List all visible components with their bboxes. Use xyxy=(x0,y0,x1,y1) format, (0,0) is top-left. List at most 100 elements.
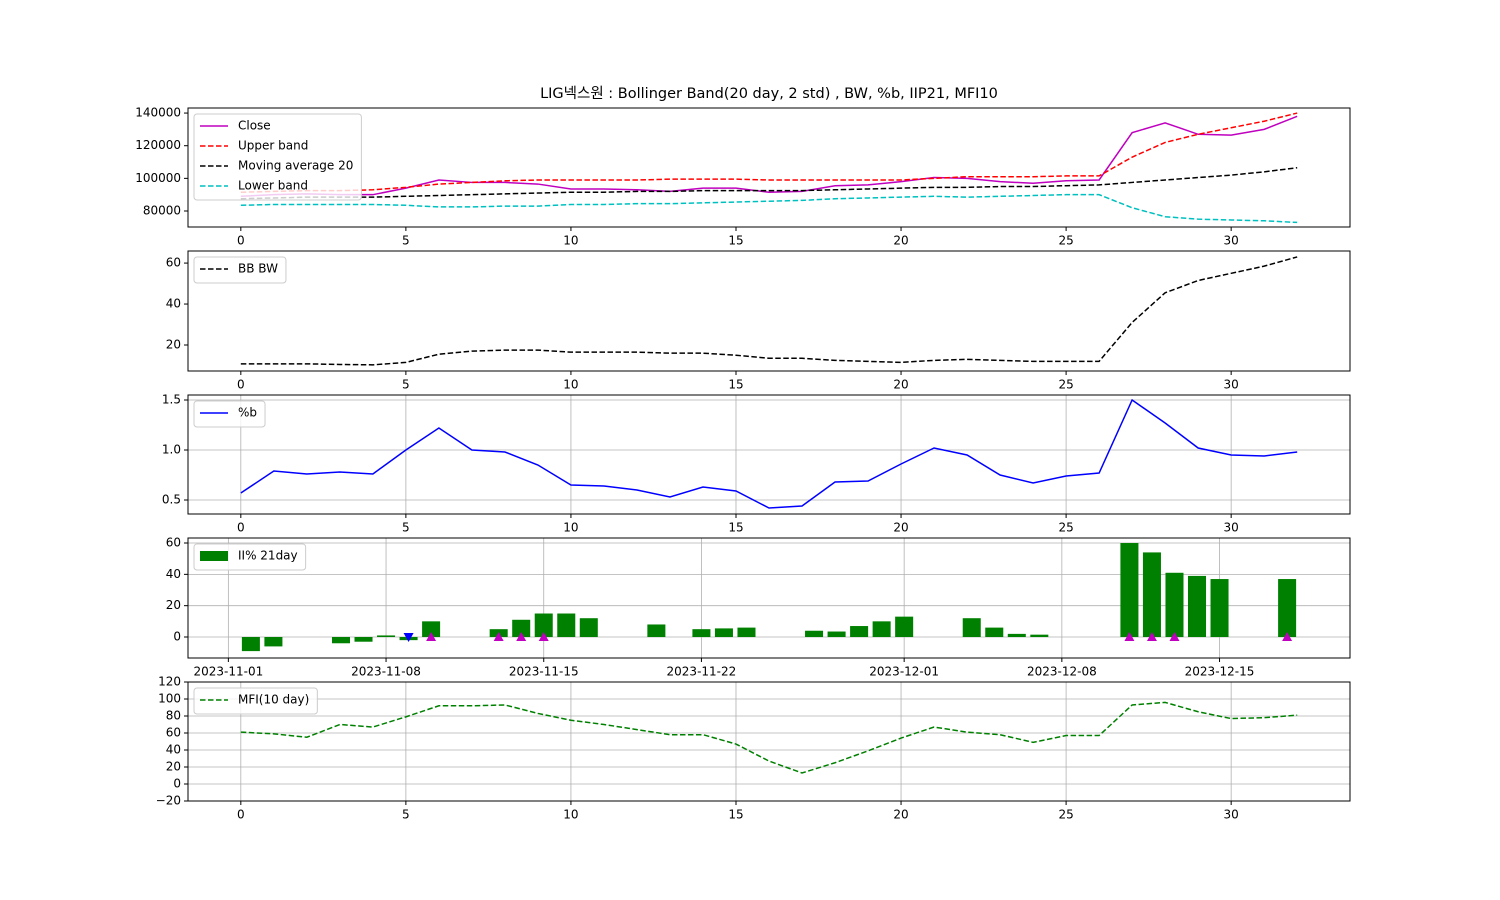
x-tick-label: 5 xyxy=(402,378,410,392)
bar xyxy=(512,619,531,638)
signal-marker xyxy=(538,632,549,642)
y-tick-label: −20 xyxy=(156,794,181,808)
signal-marker xyxy=(1169,632,1180,642)
series-line xyxy=(240,701,1298,774)
signal-marker xyxy=(403,633,414,643)
bar xyxy=(354,637,373,642)
y-tick-label: 20 xyxy=(166,337,181,351)
x-tick-label: 10 xyxy=(563,378,578,392)
x-tick-label: 2023-11-15 xyxy=(509,665,579,679)
x-tick-label: 30 xyxy=(1224,521,1239,535)
bar xyxy=(1120,543,1139,638)
legend-label: BB BW xyxy=(238,262,278,276)
x-tick-label: 15 xyxy=(728,808,743,822)
signal-marker xyxy=(516,632,527,642)
x-tick-label: 5 xyxy=(402,234,410,248)
legend-box xyxy=(193,400,266,428)
legend-label: %b xyxy=(238,406,257,420)
bar xyxy=(827,631,846,638)
x-tick-label: 10 xyxy=(563,234,578,248)
bar xyxy=(1165,572,1184,638)
x-tick-label: 30 xyxy=(1224,808,1239,822)
legend-box xyxy=(193,113,362,201)
y-tick-label: 80 xyxy=(166,709,181,723)
bar xyxy=(692,629,711,638)
legend-box xyxy=(193,687,318,715)
series-line xyxy=(240,112,1298,193)
signal-marker xyxy=(426,632,437,642)
signal-marker xyxy=(1146,632,1157,642)
panel: 0 20 40 60 2023-11-01 2023-11-08 2023-11-15 202… xyxy=(166,536,1351,679)
y-tick-label: 100 xyxy=(158,692,181,706)
legend-label: MFI(10 day) xyxy=(238,693,309,707)
legend-box xyxy=(193,543,307,571)
axes-frame xyxy=(187,107,1351,228)
y-tick-label: 140000 xyxy=(135,106,181,120)
y-tick-label: 120 xyxy=(158,675,181,689)
bar xyxy=(422,621,441,638)
legend-label: Upper band xyxy=(238,139,308,153)
series-line xyxy=(240,256,1298,366)
x-tick-label: 15 xyxy=(728,378,743,392)
bar xyxy=(805,630,824,638)
x-tick-label: 25 xyxy=(1058,378,1073,392)
y-tick-label: 40 xyxy=(166,567,181,581)
y-tick-label: 1.5 xyxy=(162,393,181,407)
y-tick-label: 1.0 xyxy=(162,443,181,457)
x-tick-label: 20 xyxy=(893,808,908,822)
x-tick-label: 30 xyxy=(1224,378,1239,392)
signal-marker xyxy=(1282,632,1293,642)
panel: 80000 100000 120000 140000 0 5 10 15 20 25 30 Close… xyxy=(135,106,1351,248)
panel: −20 0 20 40 60 80 100 120 0 5 10 15 20 25 30 MFI(10 day… xyxy=(156,675,1351,822)
legend-box xyxy=(193,256,287,284)
x-tick-label: 25 xyxy=(1058,808,1073,822)
axes-frame xyxy=(187,250,1351,372)
bar xyxy=(714,628,733,638)
series-line xyxy=(240,115,1298,198)
axes-frame xyxy=(187,394,1351,515)
series-line xyxy=(240,167,1298,200)
bar xyxy=(647,624,666,638)
legend-label: Close xyxy=(238,119,271,133)
x-tick-label: 5 xyxy=(402,808,410,822)
x-tick-label: 20 xyxy=(893,234,908,248)
x-tick-label: 15 xyxy=(728,521,743,535)
y-tick-label: 0 xyxy=(173,777,181,791)
legend-label: II% 21day xyxy=(238,549,298,563)
bar xyxy=(264,637,283,647)
signal-marker xyxy=(493,632,504,642)
bar xyxy=(377,635,396,638)
x-tick-label: 2023-12-08 xyxy=(1027,665,1097,679)
bar xyxy=(962,618,981,638)
bar xyxy=(872,621,891,638)
x-tick-label: 2023-12-15 xyxy=(1185,665,1255,679)
x-tick-label: 20 xyxy=(893,378,908,392)
axes-frame xyxy=(187,537,1351,659)
bar xyxy=(1278,579,1297,638)
x-tick-label: 2023-12-01 xyxy=(869,665,939,679)
panel: 20 40 60 0 5 10 15 20 25 30 BB BW xyxy=(166,250,1351,392)
bar xyxy=(1187,575,1207,638)
bar xyxy=(1007,633,1026,638)
bar xyxy=(1142,552,1161,638)
bar xyxy=(985,627,1004,638)
x-tick-label: 2023-11-01 xyxy=(193,665,263,679)
y-tick-label: 60 xyxy=(166,726,181,740)
bar xyxy=(895,616,914,638)
x-tick-label: 10 xyxy=(563,521,578,535)
x-tick-label: 20 xyxy=(893,521,908,535)
bar xyxy=(1030,634,1049,638)
series-line xyxy=(240,193,1298,224)
axes-frame xyxy=(187,681,1351,802)
bar xyxy=(737,627,756,638)
signal-marker xyxy=(1124,632,1135,642)
legend-label: Lower band xyxy=(238,179,308,193)
legend-swatch xyxy=(200,551,228,561)
series-line xyxy=(240,398,1298,509)
x-tick-label: 30 xyxy=(1224,234,1239,248)
bar xyxy=(331,637,351,644)
x-tick-label: 25 xyxy=(1058,234,1073,248)
bar xyxy=(557,613,576,638)
y-tick-label: 60 xyxy=(166,256,181,270)
